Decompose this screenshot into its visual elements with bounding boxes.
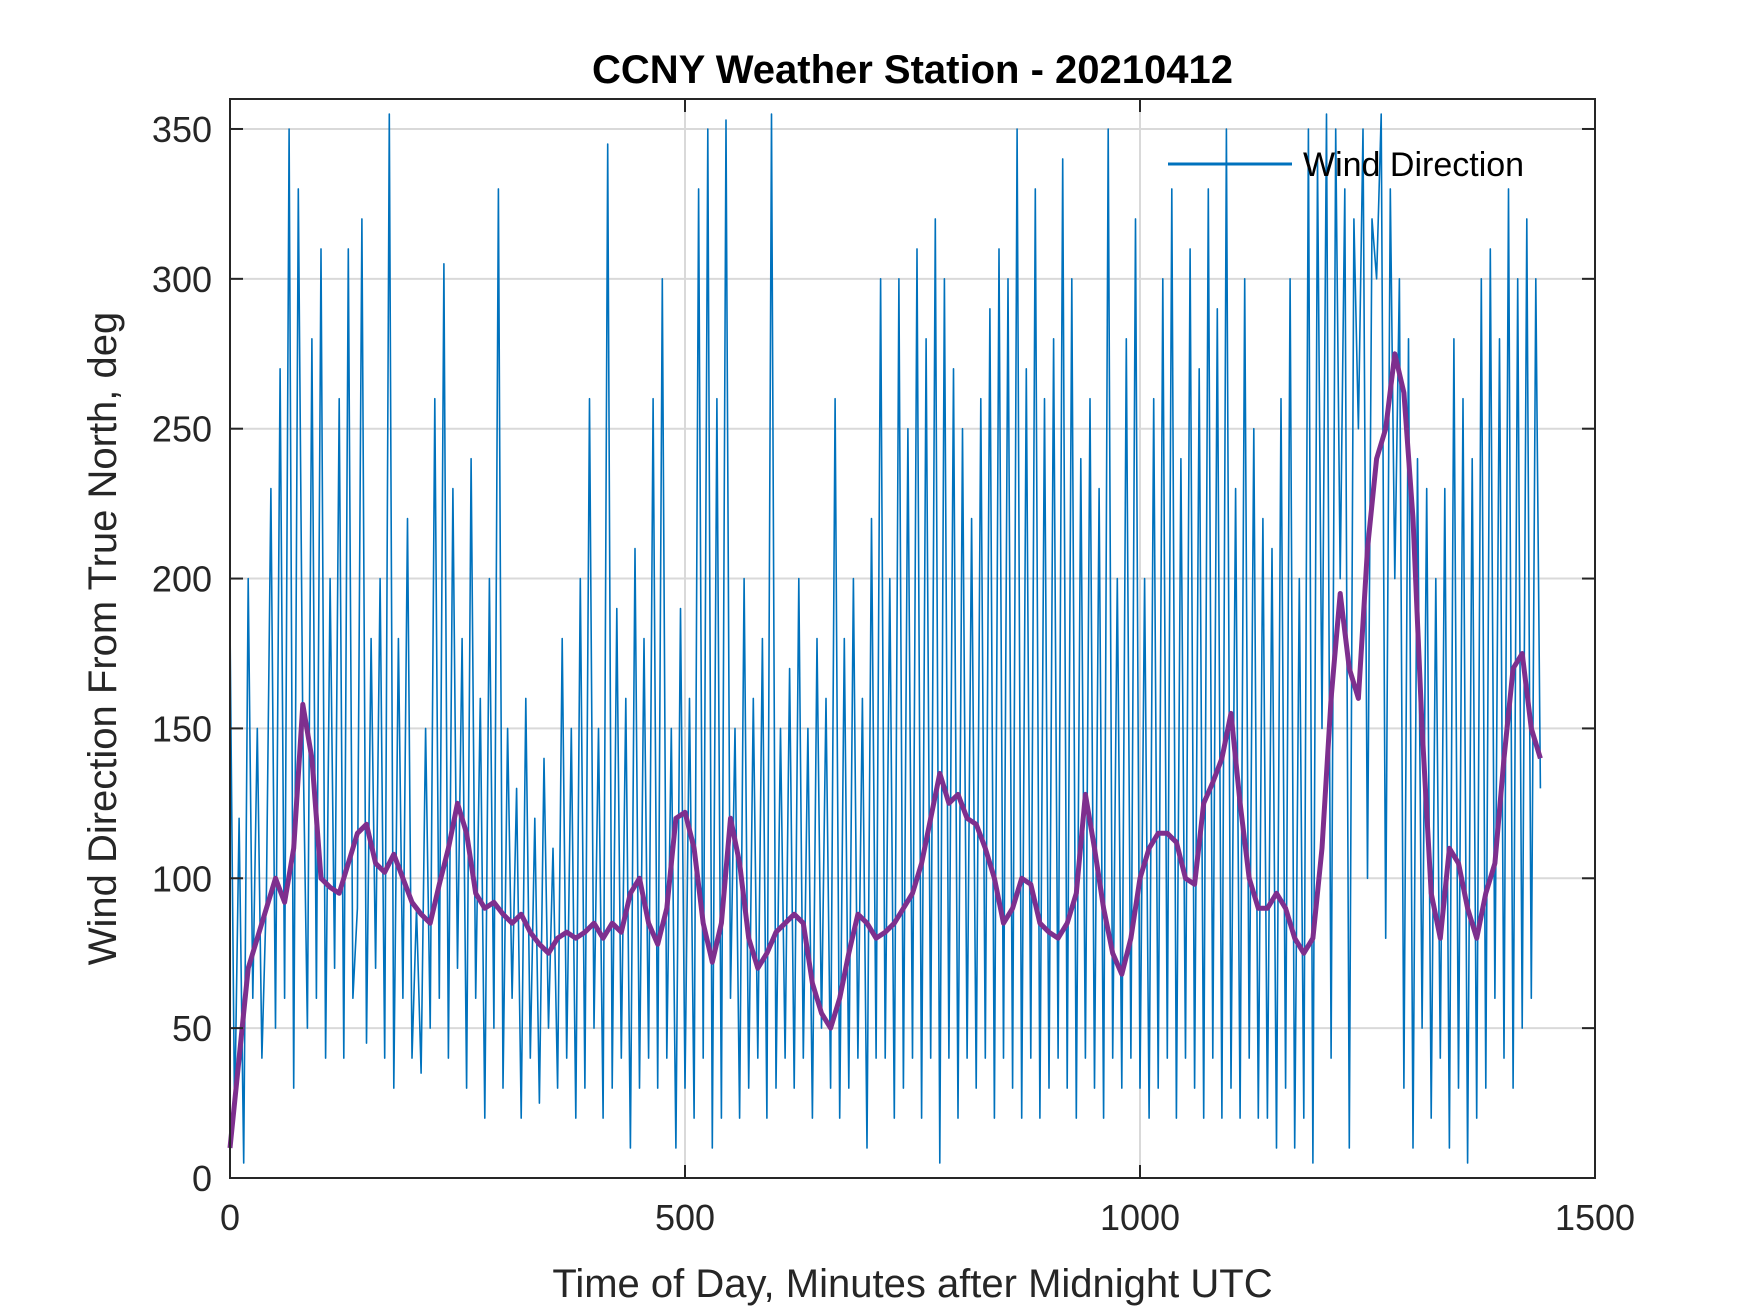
- x-tick-label: 1500: [1555, 1197, 1635, 1238]
- y-tick-label: 250: [152, 409, 212, 450]
- y-tick-label: 300: [152, 259, 212, 300]
- x-tick-label: 500: [655, 1197, 715, 1238]
- legend: Wind Direction: [1168, 146, 1524, 184]
- x-tick-label: 1000: [1100, 1197, 1180, 1238]
- y-tick-label: 150: [152, 708, 212, 749]
- y-tick-label: 350: [152, 109, 212, 150]
- y-tick-label: 100: [152, 858, 212, 899]
- x-tick-label: 0: [220, 1197, 240, 1238]
- plot-frame: [229, 98, 1596, 1179]
- y-tick-label: 0: [192, 1158, 212, 1199]
- series-line-smoothed: [227, 351, 1543, 1149]
- series-line-wind-direction: [229, 113, 1542, 1164]
- y-axis-label: Wind Direction From True North, deg: [81, 312, 125, 966]
- chart-title: CCNY Weather Station - 20210412: [592, 48, 1233, 92]
- series-layer: [227, 113, 1543, 1164]
- y-tick-label: 50: [172, 1008, 212, 1049]
- legend-label-wind-direction: Wind Direction: [1303, 146, 1524, 184]
- x-axis-label: Time of Day, Minutes after Midnight UTC: [552, 1262, 1272, 1306]
- axis-ticks: 0 50 100 150 200 250 300 350 0 500 1000 1500: [152, 99, 1635, 1238]
- y-tick-label: 200: [152, 559, 212, 600]
